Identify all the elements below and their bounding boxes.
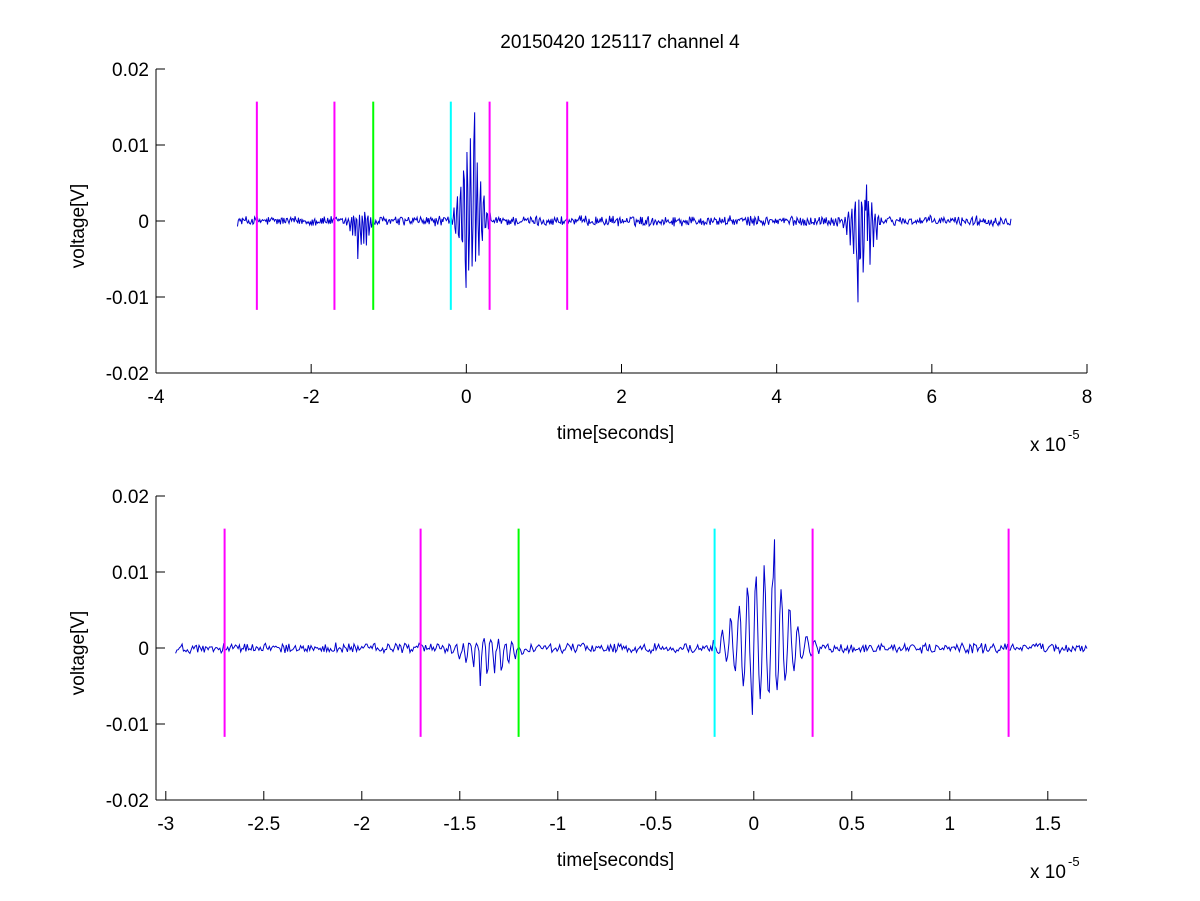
x-tick-label: 8 [1082,387,1093,408]
x-tick-label: -0.5 [639,814,672,835]
x-tick-label: 0.5 [839,814,865,835]
y-tick-label: -0.01 [106,715,149,736]
y-tick-label: -0.01 [106,288,149,309]
x-tick-label: 6 [927,387,938,408]
x-tick-label: 0 [749,814,760,835]
x-tick-label: 1.5 [1035,814,1061,835]
y-tick-label: 0 [138,212,149,233]
y-tick-label: 0.02 [112,60,149,81]
bottom-panel: -3 -2.5 -2 -1.5 -1 -0.5 0 0.5 1 1.5 -0.02 -0.01 0 0.0… [68,487,1088,883]
y-tick-label: 0.01 [112,136,149,157]
y-tick-label: -0.02 [106,364,149,385]
y-axis-label: voltage[V] [68,184,89,269]
x-axis-label: time[seconds] [557,423,674,444]
x-tick-label: -1 [549,814,566,835]
x-scale-exponent: -5 [1068,854,1080,869]
x-tick-label: -3 [157,814,174,835]
x-tick-label: -2.5 [247,814,280,835]
x-scale-exponent: -5 [1068,427,1080,442]
x-tick-label: -4 [148,387,165,408]
x-scale-label: x 10 [1030,435,1066,456]
signal-trace [236,112,1012,303]
y-tick-label: 0 [138,639,149,660]
x-tick-label: -2 [303,387,320,408]
x-tick-label: 2 [616,387,627,408]
x-tick-label: -2 [353,814,370,835]
x-tick-label: 1 [945,814,956,835]
y-tick-label: 0.02 [112,487,149,508]
x-axis-label: time[seconds] [557,850,674,871]
y-tick-label: -0.02 [106,791,149,812]
y-axis-label: voltage[V] [68,611,89,696]
y-tick-label: 0.01 [112,563,149,584]
x-tick-label: 4 [771,387,782,408]
top-panel: -4 -2 0 2 4 6 8 -0.02 -0.01 0 0.01 0.02 time[seconds… [68,60,1092,456]
x-scale-label: x 10 [1030,862,1066,883]
figure-title: 20150420 125117 channel 4 [500,32,740,53]
x-tick-label: -1.5 [443,814,476,835]
x-tick-label: 0 [461,387,472,408]
signal-trace [175,539,1088,715]
